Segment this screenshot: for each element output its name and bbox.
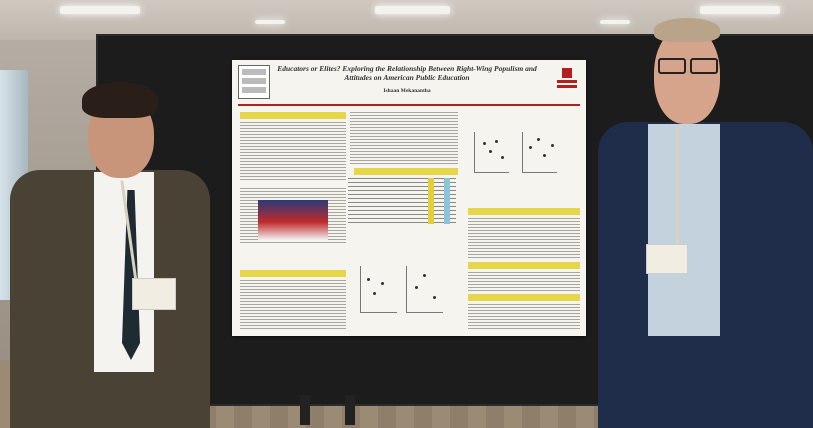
small-plot xyxy=(474,132,509,173)
table-highlight xyxy=(428,178,434,224)
ceiling-light xyxy=(700,6,780,14)
light-blue-shirt xyxy=(648,124,720,336)
references-text xyxy=(468,304,580,330)
body-text xyxy=(468,218,580,258)
poster-photo xyxy=(258,200,328,240)
conference-logo xyxy=(238,65,270,99)
head xyxy=(654,26,720,124)
patterned-tie xyxy=(122,190,140,360)
table-highlight xyxy=(444,178,450,224)
abstract-text xyxy=(240,122,346,180)
title-rule xyxy=(238,104,580,106)
small-plot xyxy=(360,266,397,313)
hair xyxy=(82,82,158,118)
section-header-abstract xyxy=(240,112,346,119)
glasses xyxy=(690,58,718,74)
person-right xyxy=(598,16,813,428)
ceiling-light xyxy=(60,6,140,14)
glasses xyxy=(658,58,686,74)
section-header-results xyxy=(354,168,458,175)
lanyard xyxy=(676,128,679,248)
section-header xyxy=(468,208,580,215)
easel-leg xyxy=(345,395,355,425)
conference-badge xyxy=(132,278,176,310)
ceiling-light xyxy=(255,20,285,24)
poster-title: Educators or Elites? Exploring the Relat… xyxy=(277,64,537,82)
poster-author: Ishaan Mekanantha xyxy=(383,88,431,94)
section-header xyxy=(468,294,580,301)
university-logo xyxy=(554,68,580,90)
small-plot xyxy=(522,132,557,173)
body-text xyxy=(240,280,346,330)
easel-leg xyxy=(300,395,310,425)
hair xyxy=(654,18,720,42)
ceiling-light xyxy=(375,6,450,14)
section-header xyxy=(468,262,580,269)
small-plot xyxy=(406,266,443,313)
results-table xyxy=(348,178,456,224)
section-header xyxy=(240,270,346,277)
intro-text xyxy=(350,112,458,164)
conference-badge xyxy=(646,244,688,274)
person-left xyxy=(10,80,210,428)
body-text xyxy=(468,272,580,292)
ceiling-light xyxy=(600,20,630,24)
